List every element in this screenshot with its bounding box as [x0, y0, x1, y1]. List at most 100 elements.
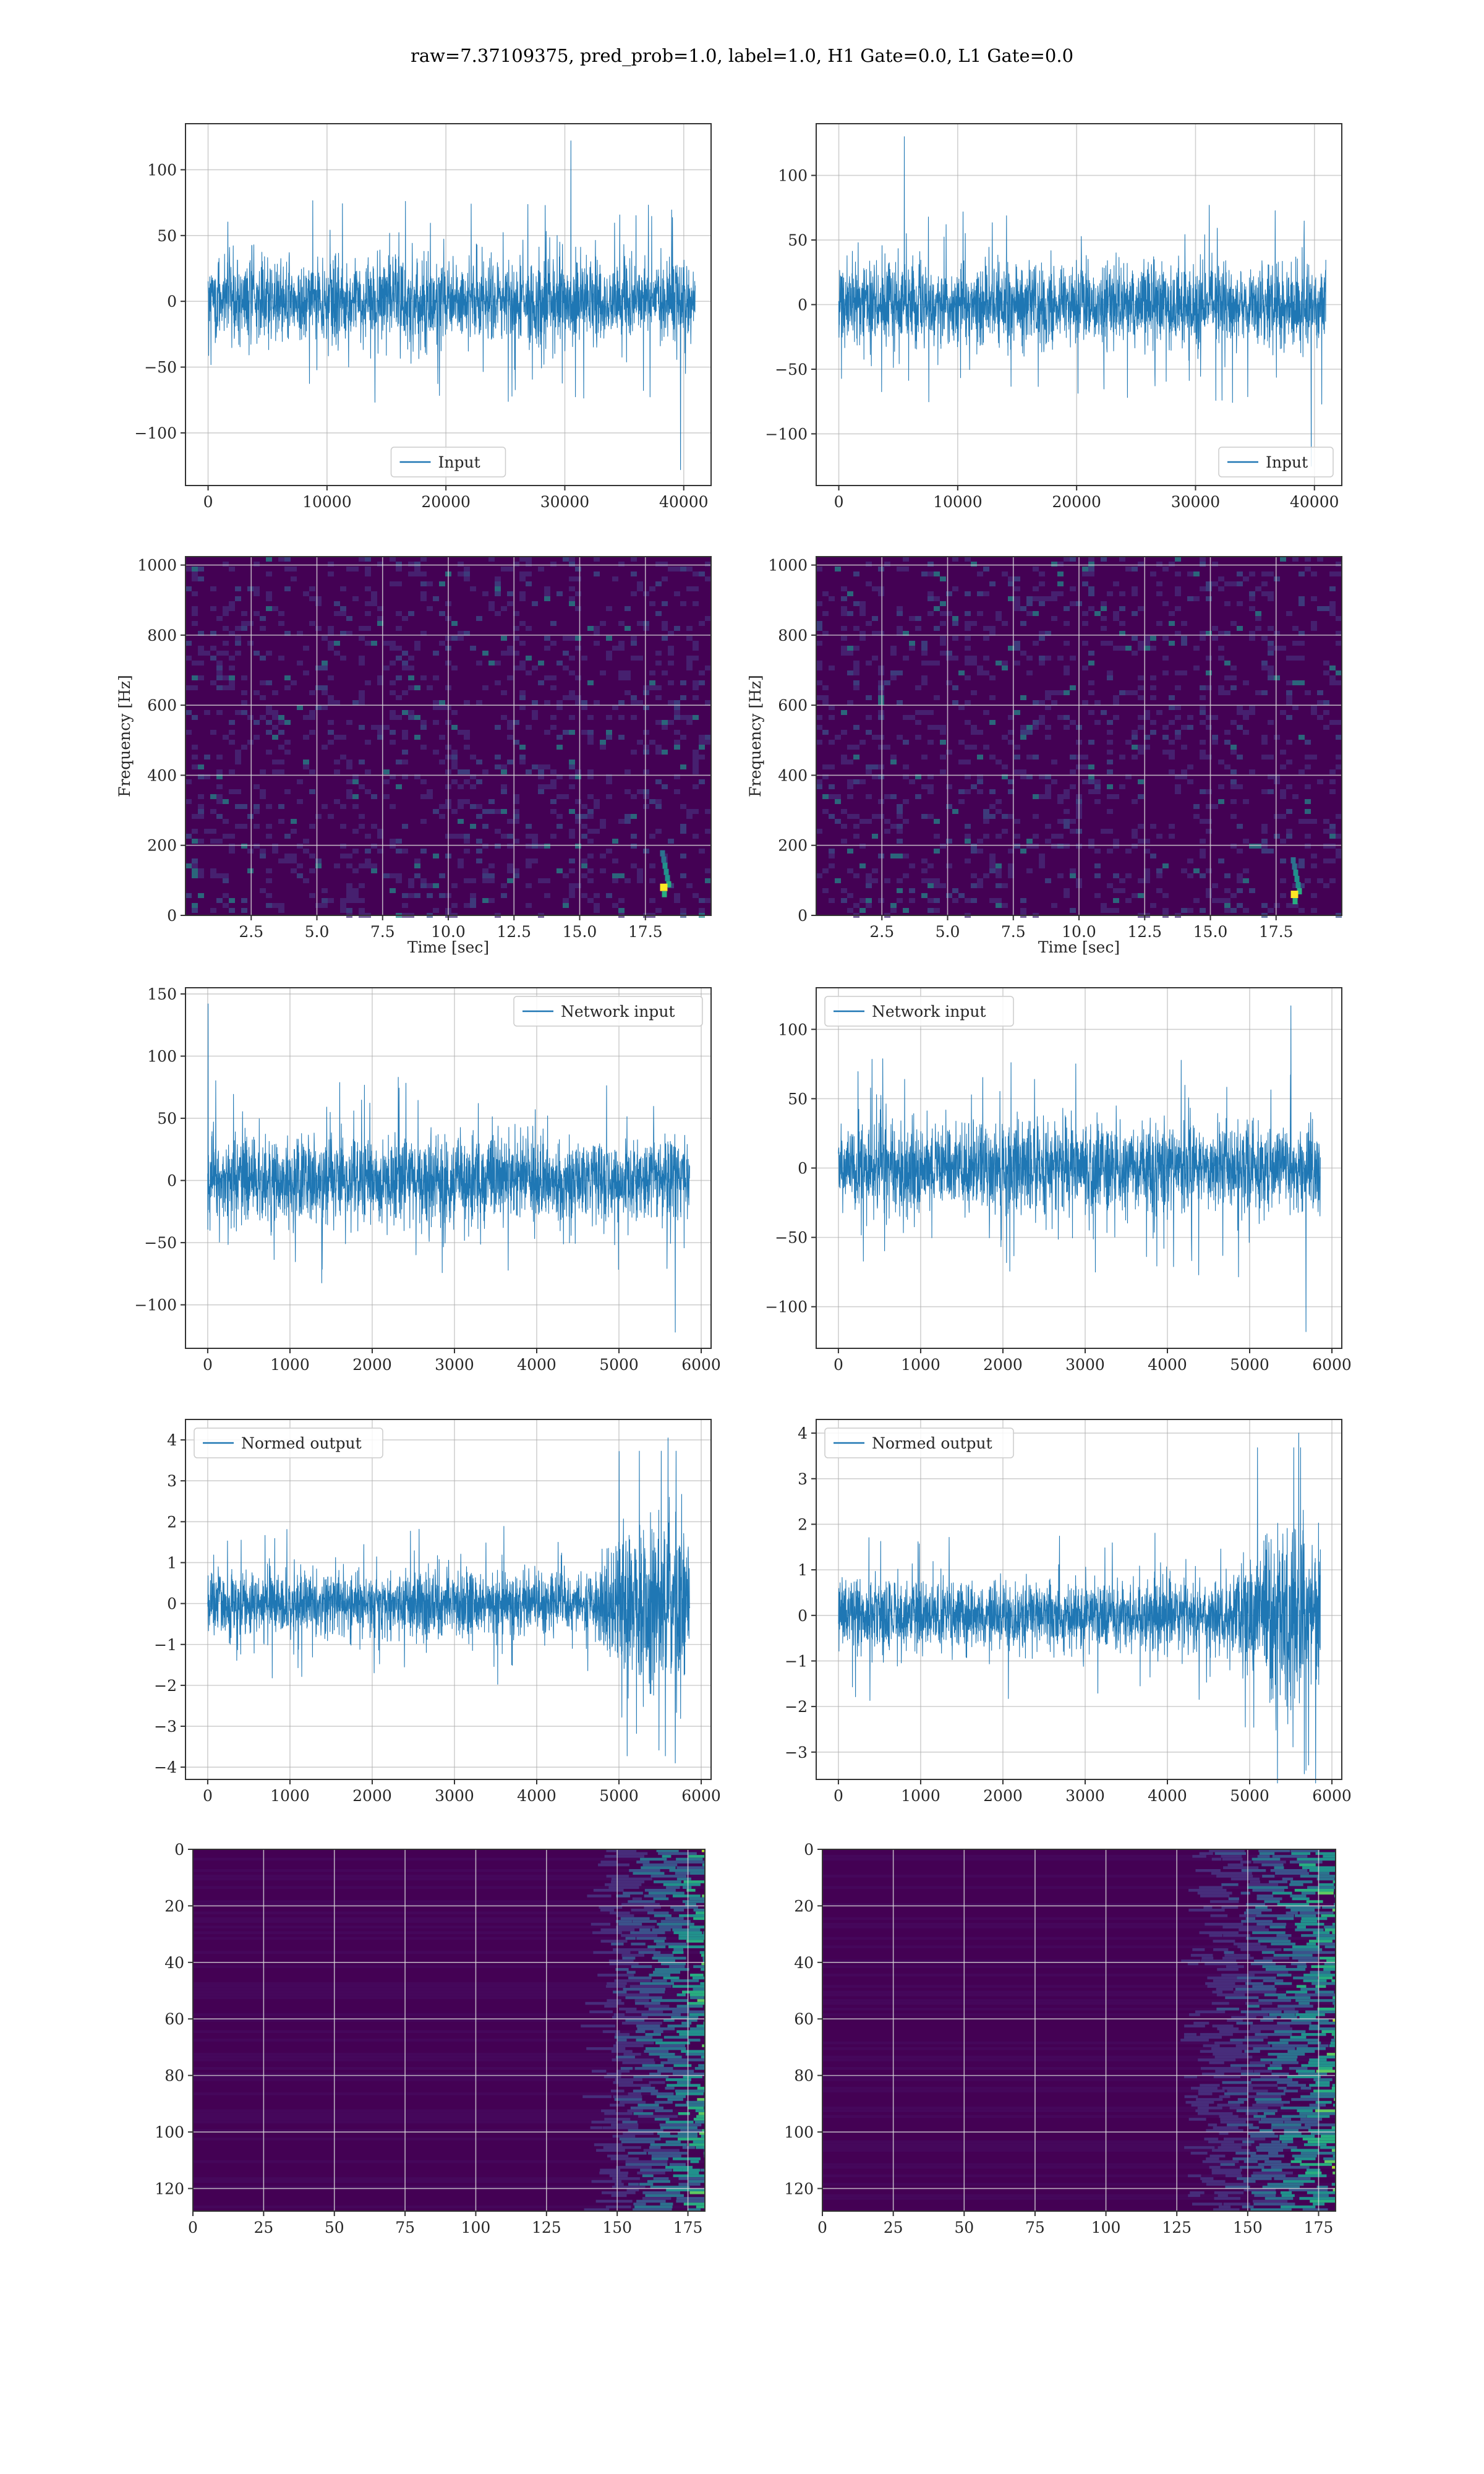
heatmap-cell	[1259, 1852, 1275, 1856]
heatmap-cell	[649, 680, 655, 685]
heatmap-cell	[1235, 2044, 1271, 2047]
heatmap-cell	[1253, 2199, 1288, 2203]
heatmap-cell	[383, 873, 390, 878]
heatmap-cell	[1230, 685, 1237, 690]
heatmap-cell	[996, 834, 1002, 839]
heatmap-cell	[1276, 1934, 1292, 1937]
heatmap-cell	[1014, 661, 1020, 666]
heatmap-cell	[495, 591, 501, 596]
heatmap-cell	[693, 893, 699, 898]
x-axis-label: Time [sec]	[1038, 938, 1120, 956]
heatmap-cell	[625, 675, 631, 680]
heatmap-cell	[569, 760, 575, 764]
heatmap-cell	[1094, 893, 1101, 898]
heatmap-cell	[915, 685, 921, 690]
heatmap-cell	[1057, 571, 1064, 576]
heatmap-cell	[958, 893, 965, 898]
heatmap-cell	[1305, 690, 1311, 695]
heatmap-cell	[352, 567, 359, 571]
heatmap-cell	[1213, 1940, 1235, 1943]
heatmap-cell	[439, 611, 445, 616]
heatmap-cell	[216, 670, 223, 675]
heatmap-cell	[1221, 1883, 1239, 1886]
heatmap-cell	[696, 2115, 705, 2118]
heatmap-cell	[1200, 710, 1206, 715]
heatmap-cell	[581, 863, 587, 868]
heatmap-cell	[1039, 854, 1045, 858]
heatmap-cell	[1101, 710, 1107, 715]
heatmap-cell	[644, 1906, 661, 1909]
heatmap-cell	[1280, 814, 1286, 819]
x-tick-label: 25	[254, 2219, 273, 2236]
heatmap-cell	[550, 641, 556, 646]
heatmap-cell	[847, 700, 853, 705]
heatmap-cell	[705, 740, 711, 745]
heatmap-cell	[1125, 646, 1132, 651]
heatmap-cell	[575, 844, 581, 849]
heatmap-cell	[451, 750, 458, 755]
heatmap-band	[193, 1903, 705, 1906]
heatmap-cell	[934, 571, 940, 576]
heatmap-cell	[1292, 883, 1298, 888]
heatmap-cell	[427, 685, 433, 690]
heatmap-cell	[340, 908, 346, 913]
axes-frame	[192, 1849, 706, 2212]
heatmap-cell	[660, 2202, 673, 2206]
heatmap-cell	[1333, 2001, 1336, 2005]
heatmap-cell	[303, 715, 309, 720]
heatmap-cell	[1230, 720, 1237, 725]
heatmap-cell	[1212, 883, 1218, 888]
heatmap-cell	[1169, 750, 1175, 755]
heatmap-cell	[1188, 2174, 1201, 2178]
heatmap-cell	[383, 641, 390, 646]
heatmap-cell	[1303, 1974, 1336, 1977]
heatmap-cell	[414, 863, 420, 868]
x-tick-label: 4000	[517, 1787, 556, 1805]
heatmap-cell	[365, 849, 371, 854]
heatmap-cell	[1292, 1956, 1318, 1960]
heatmap-cell	[1169, 740, 1175, 745]
heatmap-cell	[853, 779, 859, 784]
heatmap-cell	[1045, 631, 1051, 636]
heatmap-cell	[1230, 745, 1237, 750]
heatmap-cell	[927, 661, 934, 666]
heatmap-cell	[587, 730, 594, 735]
heatmap-cell	[1274, 1982, 1292, 1985]
heatmap-cell	[866, 873, 872, 878]
heatmap-cell	[622, 2120, 638, 2124]
heatmap-cell	[1326, 1959, 1336, 1963]
heatmap-cell	[662, 670, 668, 675]
heatmap-cell	[643, 621, 649, 626]
heatmap-cell	[1323, 606, 1329, 611]
heatmap-cell	[631, 656, 637, 661]
heatmap-cell	[1309, 2084, 1330, 2087]
heatmap-cell	[581, 834, 587, 839]
heatmap-cell	[340, 898, 346, 903]
heatmap-cell	[965, 789, 971, 794]
heatmap-cell	[1240, 1860, 1252, 1864]
heatmap-cell	[681, 2050, 705, 2053]
heatmap-cell	[822, 764, 829, 769]
heatmap-cell	[1070, 656, 1076, 661]
heatmap-cell	[597, 1974, 634, 1977]
heatmap-cell	[1317, 690, 1323, 695]
heatmap-cell	[859, 863, 866, 868]
heatmap-cell	[1292, 1951, 1335, 1954]
heatmap-cell	[587, 814, 594, 819]
heatmap-cell	[328, 626, 334, 631]
heatmap-cell	[618, 715, 625, 720]
heatmap-cell	[1297, 1857, 1336, 1861]
heatmap-cell	[1206, 868, 1212, 873]
heatmap-cell	[1187, 571, 1193, 576]
heatmap-cell	[638, 2104, 659, 2107]
heatmap-cell	[1336, 854, 1342, 858]
heatmap-cell	[1169, 705, 1175, 710]
heatmap-cell	[1132, 611, 1138, 616]
y-tick-label: 50	[788, 231, 808, 249]
heatmap-cell	[216, 873, 223, 878]
heatmap-cell	[513, 814, 519, 819]
heatmap-cell	[1039, 636, 1045, 641]
heatmap-cell	[1250, 2078, 1293, 2081]
heatmap-cell	[835, 735, 841, 740]
heatmap-cell	[278, 611, 284, 616]
